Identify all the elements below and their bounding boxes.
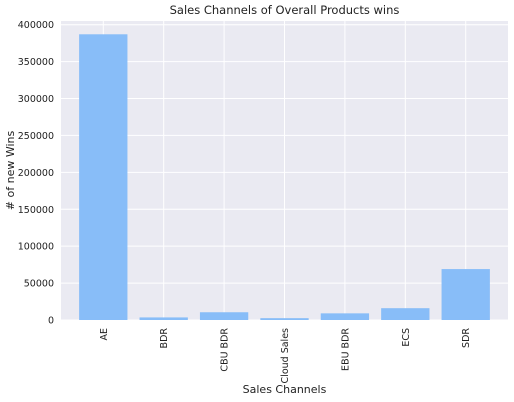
y-tick-label: 350000	[18, 57, 54, 68]
x-tick-label: CBU BDR	[220, 328, 231, 372]
x-tick-label: Cloud Sales	[280, 328, 291, 383]
bar-ae	[79, 34, 128, 321]
y-tick-label: 150000	[18, 205, 54, 216]
bar-sdr	[441, 269, 490, 320]
x-tick-labels: AE BDR CBU BDR Cloud Sales EBU BDR ECS SDR	[99, 328, 472, 384]
bar-ebu-bdr	[320, 313, 370, 320]
bars	[79, 34, 490, 321]
x-axis-title: Sales Channels	[243, 383, 327, 396]
y-tick-label: 200000	[18, 168, 54, 179]
y-tick-label: 250000	[18, 131, 54, 142]
x-tick-label: EBU BDR	[340, 328, 351, 371]
bar-cbu-bdr	[199, 312, 249, 320]
y-tick-label: 0	[48, 316, 54, 327]
y-tick-label: 100000	[18, 242, 54, 253]
bar-cloud-sales	[260, 318, 309, 320]
y-tick-label: 400000	[18, 20, 54, 31]
bar-ecs	[381, 308, 430, 320]
x-tick-label: BDR	[159, 328, 170, 349]
x-tick-label: ECS	[401, 328, 412, 347]
y-axis-title: # of new Wins	[4, 131, 17, 211]
y-tick-label: 50000	[24, 279, 54, 290]
y-tick-labels: 0 50000 100000 150000 200000 250000 300000 3500…	[18, 20, 54, 326]
y-tick-label: 300000	[18, 94, 54, 105]
chart-title: Sales Channels of Overall Products wins	[170, 3, 400, 17]
bar-bdr	[139, 317, 188, 320]
x-tick-label: AE	[99, 328, 110, 341]
x-tick-label: SDR	[461, 328, 472, 348]
